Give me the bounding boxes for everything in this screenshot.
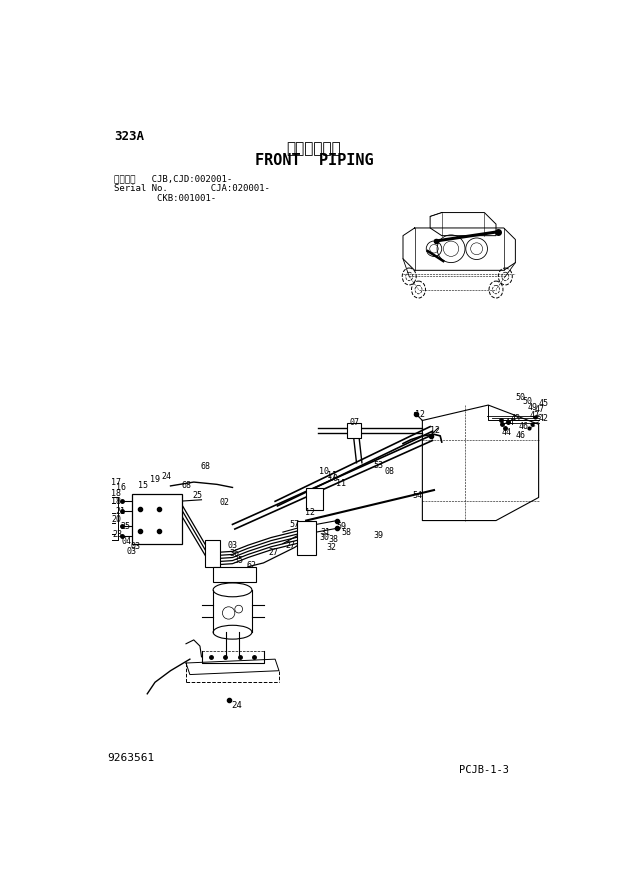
- Text: PCJB-1-3: PCJB-1-3: [459, 766, 509, 775]
- Text: 21: 21: [116, 507, 126, 516]
- Text: 12: 12: [430, 426, 440, 435]
- Text: 31: 31: [321, 527, 330, 537]
- Text: 46: 46: [519, 423, 529, 431]
- Text: 38: 38: [328, 535, 339, 544]
- Bar: [205, 540, 220, 567]
- Text: 23: 23: [113, 530, 123, 539]
- Text: 02: 02: [219, 498, 230, 507]
- Text: 47: 47: [534, 405, 544, 414]
- Text: 24: 24: [231, 701, 242, 710]
- Text: 07: 07: [350, 417, 360, 427]
- Text: 適用号機   CJB,CJD:002001-: 適用号機 CJB,CJD:002001-: [114, 174, 232, 183]
- Text: Serial No.        CJA:020001-: Serial No. CJA:020001-: [114, 184, 270, 193]
- Text: 20: 20: [111, 514, 122, 524]
- Text: 44: 44: [505, 417, 515, 427]
- Text: 46: 46: [516, 431, 526, 440]
- Text: 68: 68: [181, 481, 191, 491]
- Text: 57: 57: [290, 520, 299, 529]
- Text: 39: 39: [373, 532, 383, 540]
- Text: 62: 62: [247, 560, 257, 570]
- Text: 42: 42: [529, 410, 540, 420]
- Text: 08: 08: [384, 467, 394, 476]
- Text: 42: 42: [539, 415, 549, 423]
- Text: 50: 50: [515, 393, 525, 402]
- Bar: [131, 493, 182, 544]
- Text: 43: 43: [510, 414, 520, 423]
- Bar: [306, 488, 323, 510]
- Text: 12: 12: [415, 409, 425, 419]
- Text: 9263561: 9263561: [107, 753, 154, 763]
- Text: 323A: 323A: [114, 130, 144, 143]
- Text: 19: 19: [150, 475, 160, 485]
- Text: 11: 11: [327, 471, 337, 480]
- Text: 10: 10: [319, 467, 329, 476]
- Text: 68: 68: [200, 462, 210, 471]
- Text: 50: 50: [522, 396, 532, 406]
- Text: 18: 18: [111, 489, 122, 498]
- Bar: [297, 520, 316, 555]
- Text: 45: 45: [539, 399, 549, 408]
- Text: 36: 36: [229, 549, 239, 558]
- Text: 12: 12: [305, 508, 315, 518]
- Text: 10: 10: [328, 475, 339, 484]
- Text: 27: 27: [268, 548, 278, 557]
- Text: 44: 44: [501, 428, 511, 436]
- Text: 49: 49: [528, 402, 538, 412]
- Text: 11: 11: [336, 479, 346, 488]
- Text: 03: 03: [131, 542, 141, 551]
- Text: 32: 32: [327, 543, 337, 552]
- Bar: [213, 567, 255, 582]
- Bar: [347, 423, 361, 438]
- Text: 03: 03: [126, 546, 137, 556]
- Text: 35: 35: [234, 556, 244, 565]
- Text: 54: 54: [412, 491, 422, 499]
- Text: 30: 30: [319, 533, 329, 542]
- Text: 53: 53: [373, 461, 383, 470]
- Text: 25: 25: [193, 491, 203, 499]
- Text: 25: 25: [120, 522, 131, 531]
- Text: 27: 27: [286, 540, 296, 550]
- Text: FRONT  PIPING: FRONT PIPING: [255, 154, 373, 168]
- Text: 17: 17: [111, 478, 122, 486]
- Text: 03: 03: [228, 540, 237, 550]
- Text: 59: 59: [336, 522, 346, 531]
- Text: CKB:001001-: CKB:001001-: [114, 194, 216, 203]
- Text: 24: 24: [162, 472, 172, 481]
- Text: フロント配管: フロント配管: [286, 141, 341, 156]
- Text: 15: 15: [138, 481, 148, 491]
- Text: 16: 16: [116, 483, 126, 492]
- Text: 04: 04: [122, 537, 131, 546]
- Text: 58: 58: [342, 527, 352, 537]
- Text: 18: 18: [111, 497, 122, 505]
